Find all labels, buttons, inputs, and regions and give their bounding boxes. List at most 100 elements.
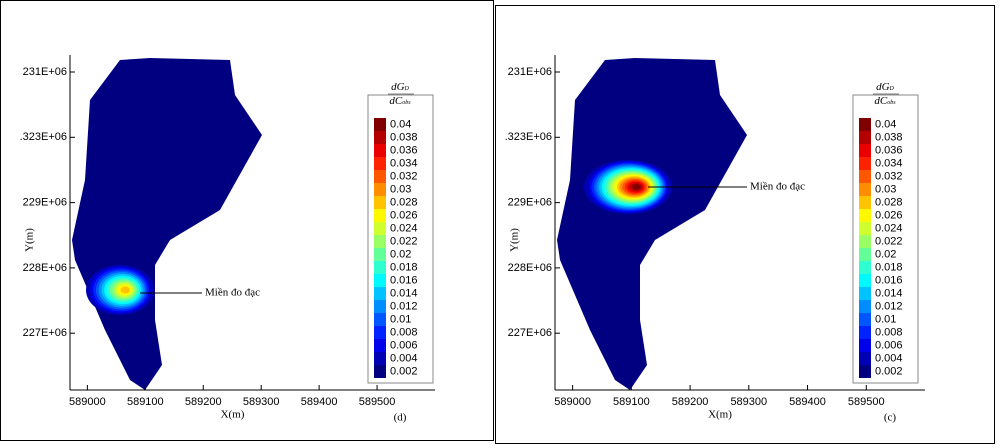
legend-label: 0.032: [390, 170, 418, 182]
x-tick-label: 589100: [613, 396, 650, 408]
y-tick-label: 231E+06: [508, 66, 552, 78]
legend-label: 0.014: [875, 287, 903, 299]
y-tick-label: .323E+06: [505, 131, 552, 143]
legend-label: 0.024: [875, 222, 903, 234]
legend-label: 0.018: [390, 261, 418, 273]
legend-label: 0.012: [390, 300, 418, 312]
legend-swatch: [374, 248, 386, 261]
legend-label: 0.032: [875, 170, 903, 182]
x-tick-label: 589100: [127, 396, 164, 408]
legend-swatch: [374, 183, 386, 196]
legend-title-part: dG: [876, 81, 890, 93]
panel-label: (c): [884, 412, 897, 424]
legend-label: 0.028: [390, 196, 418, 208]
legend-label: 0.002: [390, 365, 418, 377]
legend-swatch: [859, 274, 871, 287]
x-tick-label: 589300: [730, 396, 767, 408]
y-tick-label: 227E+06: [23, 327, 67, 339]
annotation: Miền đo đạc: [750, 181, 805, 193]
x-tick-label: 589000: [69, 396, 106, 408]
legend-label: 0.01: [875, 313, 896, 325]
legend-title: dGD: [391, 81, 409, 93]
legend-label: 0.026: [390, 209, 418, 221]
legend-swatch: [374, 131, 386, 144]
legend-swatch: [374, 170, 386, 183]
legend-label: 0.036: [390, 144, 418, 156]
x-axis-title: X(m): [221, 409, 245, 421]
y-tick-label: 229E+06: [23, 197, 67, 209]
domain: [72, 58, 262, 390]
legend-swatch: [374, 352, 386, 365]
legend-label: 0.018: [875, 261, 903, 273]
legend-label: 0.034: [875, 157, 903, 169]
legend-swatch: [374, 287, 386, 300]
legend-label: 0.008: [875, 326, 903, 338]
legend-swatch: [374, 209, 386, 222]
legend-swatch: [859, 287, 871, 300]
legend-swatch: [374, 326, 386, 339]
legend-label: 0.008: [390, 326, 418, 338]
legend-swatch: [859, 339, 871, 352]
legend-label: 0.002: [875, 365, 903, 377]
legend-title-part: dC: [874, 95, 888, 107]
legend-title-part: obs: [402, 100, 411, 106]
legend-swatch: [374, 196, 386, 209]
legend-swatch: [859, 183, 871, 196]
legend-swatch: [374, 300, 386, 313]
legend-swatch: [859, 196, 871, 209]
legend-swatch: [859, 326, 871, 339]
legend-label: 0.024: [390, 222, 418, 234]
legend-swatch: [859, 235, 871, 248]
legend-title-part: D: [404, 86, 410, 92]
legend-title: dCobs: [874, 95, 896, 107]
legend-swatch: [374, 339, 386, 352]
legend-label: 0.03: [875, 183, 896, 195]
legend-swatch: [374, 144, 386, 157]
panel-label: (d): [394, 412, 407, 424]
legend-swatch: [374, 365, 386, 378]
legend-swatch: [859, 222, 871, 235]
legend-title: dGD: [876, 81, 894, 93]
x-tick-label: 589300: [243, 396, 280, 408]
legend-swatch: [859, 170, 871, 183]
legend-label: 0.02: [390, 248, 411, 260]
x-tick-label: 589200: [185, 396, 222, 408]
legend-label: 0.026: [875, 209, 903, 221]
legend-label: 0.022: [390, 235, 418, 247]
legend-label: 0.016: [875, 274, 903, 286]
legend-label: 0.028: [875, 196, 903, 208]
legend-title: dCobs: [389, 95, 411, 107]
legend-swatch: [859, 261, 871, 274]
legend-title-part: D: [889, 86, 895, 92]
legend-label: 0.004: [390, 352, 418, 364]
legend-label: 0.038: [875, 131, 903, 143]
annotation: Miền đo đạc: [205, 287, 260, 299]
legend-swatch: [374, 222, 386, 235]
legend-label: 0.038: [390, 131, 418, 143]
legend-swatch: [374, 235, 386, 248]
y-tick-label: 228E+06: [23, 262, 67, 274]
legend-label: 0.02: [875, 248, 896, 260]
x-axis-title: X(m): [708, 409, 732, 421]
legend-swatch: [859, 313, 871, 326]
panel-frame: [0, 0, 494, 441]
x-tick-label: 589400: [301, 396, 338, 408]
contour-band: [120, 286, 130, 294]
y-axis-title: Y(m): [509, 228, 521, 252]
legend-swatch: [859, 131, 871, 144]
x-tick-label: 589500: [848, 396, 885, 408]
legend-title-part: dG: [391, 81, 405, 93]
legend-swatch: [859, 157, 871, 170]
y-axis-title: Y(m): [24, 228, 36, 252]
contour-band: [632, 184, 641, 190]
legend-swatch: [859, 248, 871, 261]
legend-swatch: [859, 209, 871, 222]
legend-label: 0.022: [875, 235, 903, 247]
legend-label: 0.04: [390, 118, 411, 130]
y-tick-label: 228E+06: [508, 262, 552, 274]
legend-label: 0.03: [390, 183, 411, 195]
legend-swatch: [374, 118, 386, 131]
legend-label: 0.034: [390, 157, 418, 169]
legend-label: 0.004: [875, 352, 903, 364]
